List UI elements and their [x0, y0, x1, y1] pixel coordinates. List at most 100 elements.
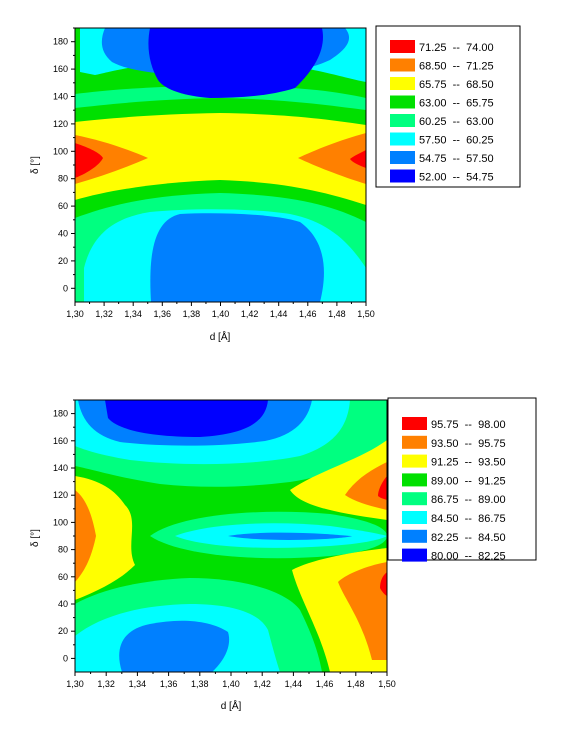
x-tick-label: 1,32: [97, 679, 115, 689]
legend-swatch: [402, 473, 427, 487]
x-tick-label: 1,36: [154, 309, 172, 319]
y-tick-label: 180: [53, 37, 68, 47]
x-tick-label: 1,30: [66, 679, 84, 689]
y-tick-label: 60: [58, 201, 68, 211]
legend-swatch: [390, 95, 415, 109]
chart-1: 1,30 1,32 1,34 1,36 1,38 1,40 1,42 1,44 1,46 1,48…: [30, 25, 521, 343]
x-tick-label: 1,44: [270, 309, 288, 319]
chart-1-y-axis-label: δ [°]: [30, 156, 41, 174]
legend-swatch: [402, 548, 427, 562]
legend-swatch: [402, 492, 427, 506]
legend-label: 60.25 -- 63.00: [419, 116, 494, 128]
y-tick-label: 80: [58, 174, 68, 184]
legend-swatch: [402, 529, 427, 543]
y-tick-label: 60: [58, 572, 68, 582]
x-tick-label: 1,32: [95, 309, 113, 319]
x-tick-label: 1,42: [253, 679, 271, 689]
legend-swatch: [390, 77, 415, 90]
chart-1-x-axis-label: d [Å]: [210, 330, 231, 343]
chart-2-zone-red-top-right: [378, 476, 387, 500]
y-tick-label: 140: [53, 92, 68, 102]
legend-label: 95.75 -- 98.00: [431, 419, 506, 431]
chart-2-zone-orange-top-right: [345, 462, 387, 510]
chart-2-band-darkblue-top: [105, 400, 268, 437]
legend-label: 63.00 -- 65.75: [419, 98, 494, 110]
chart-2-legend-entries: 95.75 -- 98.00 93.50 -- 95.75 91.25 -- 93.…: [402, 417, 506, 563]
legend-label: 84.50 -- 86.75: [431, 513, 506, 525]
chart-1-contour-field: [75, 28, 366, 302]
legend-swatch: [390, 40, 415, 53]
y-tick-label: 40: [58, 599, 68, 609]
legend-label: 80.00 -- 82.25: [431, 551, 506, 563]
x-tick-label: 1,30: [66, 309, 84, 319]
y-tick-label: 140: [53, 463, 68, 473]
legend-label: 52.00 -- 54.75: [419, 172, 494, 184]
y-tick-label: 20: [58, 256, 68, 266]
legend-swatch: [402, 417, 427, 430]
chart-2-y-axis-label: δ [°]: [30, 529, 41, 547]
y-tick-label: 180: [53, 409, 68, 419]
chart-2-zone-orange-bottom-right: [338, 562, 387, 660]
x-tick-label: 1,48: [347, 679, 365, 689]
legend-swatch: [390, 58, 415, 72]
y-tick-label: 20: [58, 626, 68, 636]
x-tick-label: 1,38: [183, 309, 201, 319]
x-tick-label: 1,38: [191, 679, 209, 689]
y-tick-label: 80: [58, 545, 68, 555]
y-tick-label: 120: [53, 119, 68, 129]
legend-label: 68.50 -- 71.25: [419, 61, 494, 73]
y-tick-label: 0: [63, 283, 68, 293]
chart-2-x-axis-label: d [Å]: [221, 699, 242, 712]
chart-1-legend-entries: 71.25 -- 74.00 68.50 -- 71.25 65.75 -- 68.…: [390, 40, 494, 184]
legend-swatch: [390, 151, 415, 164]
y-tick-label: 160: [53, 64, 68, 74]
y-tick-label: 160: [53, 436, 68, 446]
legend-label: 93.50 -- 95.75: [431, 438, 506, 450]
chart-1-lobe-orange-right: [298, 133, 366, 184]
chart-1-y-axis: 0 20 40 60 80 100 120 140 160 180: [53, 27, 75, 293]
x-tick-label: 1,50: [357, 309, 375, 319]
x-tick-label: 1,36: [160, 679, 178, 689]
chart-1-lobe-red-left: [75, 143, 103, 178]
legend-swatch: [402, 511, 427, 524]
legend-swatch: [402, 435, 427, 449]
legend-swatch: [402, 454, 427, 468]
chart-2-x-axis: 1,30 1,32 1,34 1,36 1,38 1,40 1,42 1,44 1,46 1,48…: [66, 672, 396, 689]
chart-2-contour-field: [75, 400, 387, 672]
chart-2-zone-yellow-left: [75, 476, 135, 600]
legend-label: 82.25 -- 84.50: [431, 532, 506, 544]
x-tick-label: 1,50: [378, 679, 396, 689]
chart-1-band-blue-bottom: [150, 213, 324, 302]
x-tick-label: 1,34: [124, 309, 142, 319]
legend-label: 65.75 -- 68.50: [419, 79, 494, 91]
x-tick-label: 1,48: [328, 309, 346, 319]
x-tick-label: 1,34: [129, 679, 147, 689]
chart-2: 1,30 1,32 1,34 1,36 1,38 1,40 1,42 1,44 1,46 1,48…: [30, 397, 537, 712]
y-tick-label: 100: [53, 517, 68, 527]
chart-1-lobe-red-right: [350, 150, 366, 168]
chart-1-band-darkblue-top: [148, 28, 323, 98]
legend-swatch: [390, 132, 415, 146]
legend-swatch: [390, 169, 415, 183]
legend-label: 86.75 -- 89.00: [431, 494, 506, 506]
x-tick-label: 1,46: [299, 309, 317, 319]
x-tick-label: 1,40: [212, 309, 230, 319]
chart-2-ellipse-blue-center: [228, 532, 352, 540]
legend-swatch: [390, 114, 415, 127]
chart-2-zone-orange-left: [75, 490, 96, 582]
legend-label: 91.25 -- 93.50: [431, 457, 506, 469]
y-tick-label: 0: [63, 653, 68, 663]
y-tick-label: 40: [58, 229, 68, 239]
chart-1-lobe-orange-left: [75, 135, 148, 184]
legend-label: 54.75 -- 57.50: [419, 153, 494, 165]
x-tick-label: 1,40: [222, 679, 240, 689]
x-tick-label: 1,42: [241, 309, 259, 319]
chart-2-y-axis: 0 20 40 60 80 100 120 140 160 180: [53, 399, 75, 663]
y-tick-label: 100: [53, 146, 68, 156]
legend-label: 57.50 -- 60.25: [419, 135, 494, 147]
chart-1-x-axis: 1,30 1,32 1,34 1,36 1,38 1,40 1,42 1,44 1,46 1,48…: [66, 302, 375, 319]
x-tick-label: 1,44: [285, 679, 303, 689]
legend-label: 89.00 -- 91.25: [431, 475, 506, 487]
x-tick-label: 1,46: [316, 679, 334, 689]
